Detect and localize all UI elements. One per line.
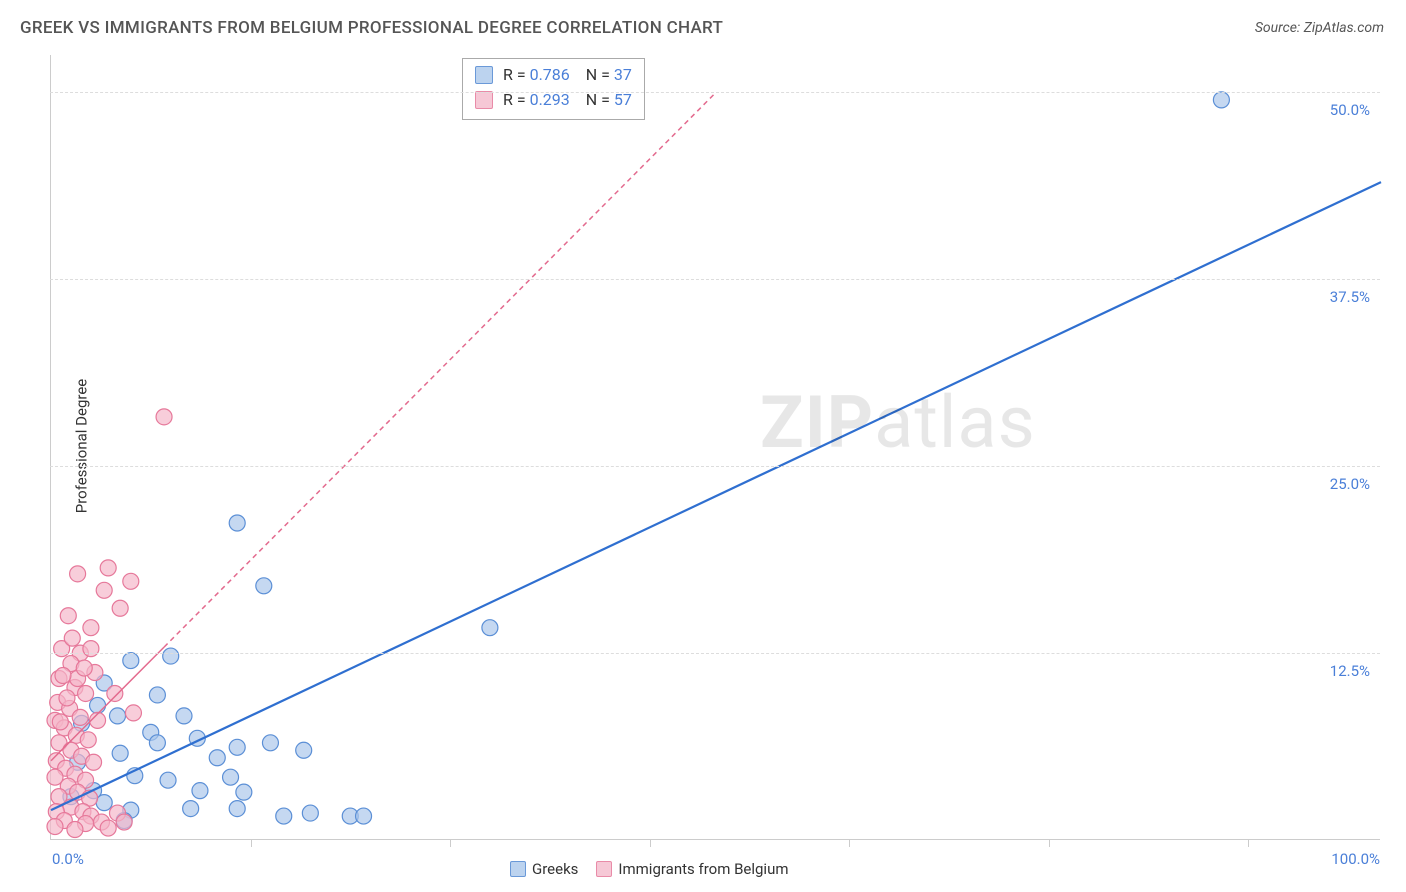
gridline-h [50, 466, 1380, 467]
watermark-bold: ZIP [760, 380, 874, 465]
data-point [123, 573, 139, 589]
gridline-h [50, 653, 1380, 654]
legend-swatch [596, 861, 612, 877]
data-point [125, 705, 141, 721]
legend-item: Immigrants from Belgium [596, 860, 788, 878]
data-point [183, 801, 199, 817]
y-tick-label: 25.0% [1330, 475, 1370, 493]
data-point [72, 709, 88, 725]
x-tick [1248, 840, 1249, 847]
data-point [229, 739, 245, 755]
legend-swatch [510, 861, 526, 877]
data-point [90, 697, 106, 713]
data-point [76, 660, 92, 676]
data-point [223, 769, 239, 785]
legend-swatch [475, 66, 493, 84]
source-label: Source: ZipAtlas.com [1255, 20, 1384, 36]
x-tick [849, 840, 850, 847]
y-tick-label: 37.5% [1330, 288, 1370, 306]
data-point [47, 819, 63, 835]
data-point [163, 648, 179, 664]
data-point [55, 668, 71, 684]
correlation-row: R = 0.786 N = 37 [475, 63, 632, 88]
x-origin-label: 0.0% [52, 850, 84, 868]
scatter-svg [51, 55, 1381, 840]
data-point [86, 754, 102, 770]
data-point [156, 409, 172, 425]
x-tick [251, 840, 252, 847]
data-point [59, 690, 75, 706]
data-point [1213, 92, 1229, 108]
legend-swatch [475, 91, 493, 109]
trendline-dashed [164, 92, 716, 647]
data-point [160, 772, 176, 788]
data-point [229, 801, 245, 817]
data-point [302, 805, 318, 821]
data-point [112, 745, 128, 761]
x-max-label: 100.0% [1331, 850, 1380, 868]
data-point [70, 566, 86, 582]
watermark: ZIPatlas [760, 380, 1036, 465]
data-point [276, 808, 292, 824]
data-point [80, 732, 96, 748]
data-point [60, 608, 76, 624]
data-point [123, 653, 139, 669]
data-point [262, 735, 278, 751]
data-point [67, 822, 83, 838]
data-point [110, 708, 126, 724]
x-tick [1049, 840, 1050, 847]
data-point [256, 578, 272, 594]
data-point [296, 742, 312, 758]
correlation-legend: R = 0.786N = 37R = 0.293N = 57 [462, 58, 645, 120]
series-legend: Greeks Immigrants from Belgium [510, 860, 789, 878]
data-point [64, 630, 80, 646]
watermark-light: atlas [874, 380, 1036, 465]
y-tick-label: 50.0% [1330, 101, 1370, 119]
plot-area [50, 55, 1380, 840]
data-point [83, 620, 99, 636]
legend-item: Greeks [510, 860, 578, 878]
data-point [176, 708, 192, 724]
n-label: N = 37 [586, 63, 632, 88]
x-tick [650, 840, 651, 847]
gridline-h [50, 279, 1380, 280]
x-tick [450, 840, 451, 847]
data-point [78, 685, 94, 701]
data-point [100, 560, 116, 576]
data-point [356, 808, 372, 824]
data-point [482, 620, 498, 636]
r-label: R = 0.786 [503, 63, 570, 88]
data-point [100, 820, 116, 836]
data-point [236, 784, 252, 800]
data-point [52, 714, 68, 730]
data-point [116, 814, 132, 830]
data-point [149, 735, 165, 751]
data-point [107, 685, 123, 701]
y-tick-label: 12.5% [1330, 662, 1370, 680]
trendline-solid [51, 182, 1381, 810]
chart-title: GREEK VS IMMIGRANTS FROM BELGIUM PROFESS… [20, 18, 723, 38]
data-point [83, 641, 99, 657]
data-point [209, 750, 225, 766]
data-point [149, 687, 165, 703]
data-point [96, 582, 112, 598]
data-point [112, 600, 128, 616]
data-point [229, 515, 245, 531]
gridline-h [50, 92, 1380, 93]
data-point [192, 783, 208, 799]
